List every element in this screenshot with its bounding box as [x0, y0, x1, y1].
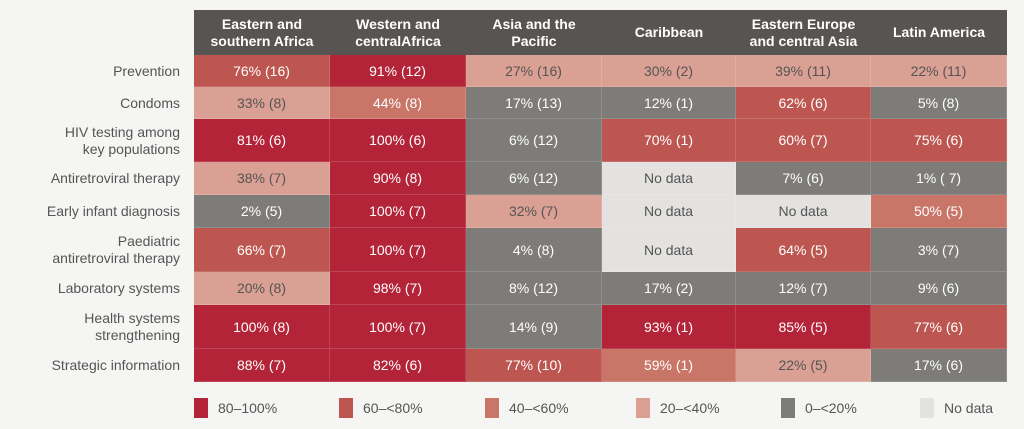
row-label-text: Health systems strengthening [84, 310, 180, 343]
heatmap-cell: 59% (1) [602, 349, 736, 382]
heatmap-cell: 33% (8) [194, 87, 330, 119]
heatmap-cell: 88% (7) [194, 349, 330, 382]
heatmap-cell: 5% (8) [871, 87, 1007, 119]
heatmap-cell: 70% (1) [602, 119, 736, 162]
heatmap-cell: 38% (7) [194, 162, 330, 195]
heatmap-cell: 50% (5) [871, 195, 1007, 228]
heatmap-cell: 100% (8) [194, 305, 330, 349]
legend-label: 60–<80% [363, 400, 423, 416]
heatmap-cell: 75% (6) [871, 119, 1007, 162]
legend-item: 20–<40% [636, 398, 720, 418]
heatmap-cell: 85% (5) [736, 305, 871, 349]
heatmap-cell: 60% (7) [736, 119, 871, 162]
heatmap-cell: 4% (8) [466, 228, 602, 272]
column-header: Asia and the Pacific [466, 10, 602, 55]
column-header: Latin America [871, 10, 1007, 55]
legend-item: 40–<60% [485, 398, 569, 418]
row-label-text: Prevention [113, 62, 180, 79]
row-label-text: Paediatric antiretroviral therapy [52, 233, 180, 266]
legend-label: 40–<60% [509, 400, 569, 416]
legend-swatch [636, 398, 650, 418]
heatmap-cell: 98% (7) [330, 272, 466, 305]
row-label-text: Antiretroviral therapy [50, 170, 180, 186]
heatmap-cell: 39% (11) [736, 55, 871, 87]
row-label: Paediatric antiretroviral therapy [0, 228, 180, 272]
row-label-text: Laboratory systems [57, 280, 180, 296]
legend-label: 20–<40% [660, 400, 720, 416]
legend-label: 0–<20% [805, 400, 857, 416]
heatmap-cell: 77% (6) [871, 305, 1007, 349]
column-header: Caribbean [602, 10, 736, 55]
column-header: Eastern and southern Africa [194, 10, 330, 55]
heatmap-cell: 12% (7) [736, 272, 871, 305]
heatmap-cell: 8% (12) [466, 272, 602, 305]
legend-item: 80–100% [194, 398, 277, 418]
row-label-text: Strategic information [51, 357, 180, 373]
heatmap-cell: 82% (6) [330, 349, 466, 382]
row-label: Condoms [0, 87, 180, 119]
heatmap-cell: 22% (11) [871, 55, 1007, 87]
heatmap-cell: 30% (2) [602, 55, 736, 87]
row-label-text: Condoms [120, 94, 180, 111]
row-label: Early infant diagnosis [0, 195, 180, 228]
heatmap-cell: 9% (6) [871, 272, 1007, 305]
legend-swatch [194, 398, 208, 418]
heatmap-cell: 17% (13) [466, 87, 602, 119]
heatmap-cell: 100% (7) [330, 195, 466, 228]
heatmap-cell: 100% (7) [330, 305, 466, 349]
heatmap-cell: 81% (6) [194, 119, 330, 162]
row-label: Strategic information [0, 349, 180, 382]
heatmap-cell: 2% (5) [194, 195, 330, 228]
heatmap-cell: 22% (5) [736, 349, 871, 382]
heatmap-cell: 27% (16) [466, 55, 602, 87]
row-label: HIV testing among key populations [0, 119, 180, 162]
heatmap-cell: 17% (6) [871, 349, 1007, 382]
row-label: Prevention [0, 55, 180, 87]
heatmap-cell: 7% (6) [736, 162, 871, 195]
heatmap-cell: 91% (12) [330, 55, 466, 87]
heatmap-cell: 17% (2) [602, 272, 736, 305]
heatmap-cell: 44% (8) [330, 87, 466, 119]
legend-label: 80–100% [218, 400, 278, 416]
heatmap-cell: 76% (16) [194, 55, 330, 87]
heatmap-cell: No data [602, 162, 736, 195]
heatmap-cell: 64% (5) [736, 228, 871, 272]
row-label-text: Early infant diagnosis [46, 203, 180, 219]
heatmap-cell: 6% (12) [466, 119, 602, 162]
legend-label: No data [944, 400, 994, 416]
column-header: Eastern Europe and central Asia [736, 10, 871, 55]
legend-item: 60–<80% [339, 398, 423, 418]
legend-swatch [339, 398, 353, 418]
heatmap-cell: 100% (6) [330, 119, 466, 162]
legend-item: 0–<20% [781, 398, 857, 418]
legend-item: No data [920, 398, 993, 418]
row-label: Health systems strengthening [0, 305, 180, 349]
column-header: Western and centralAfrica [330, 10, 466, 55]
heatmap-cell: No data [736, 195, 871, 228]
row-label: Laboratory systems [0, 272, 180, 305]
heatmap-cell: 1% ( 7) [871, 162, 1007, 195]
heatmap-cell: 12% (1) [602, 87, 736, 119]
heatmap-cell: 100% (7) [330, 228, 466, 272]
row-label: Antiretroviral therapy [0, 162, 180, 195]
heatmap-cell: 77% (10) [466, 349, 602, 382]
heatmap-cell: 20% (8) [194, 272, 330, 305]
legend-swatch [485, 398, 499, 418]
heatmap-cell: 3% (7) [871, 228, 1007, 272]
heatmap-cell: 66% (7) [194, 228, 330, 272]
heatmap-cell: 90% (8) [330, 162, 466, 195]
heatmap-cell: 14% (9) [466, 305, 602, 349]
heatmap-cell: No data [602, 195, 736, 228]
legend-swatch [781, 398, 795, 418]
heatmap-cell: No data [602, 228, 736, 272]
heatmap-cell: 62% (6) [736, 87, 871, 119]
row-label-text: HIV testing among key populations [64, 123, 180, 157]
heatmap-cell: 93% (1) [602, 305, 736, 349]
heatmap-cell: 32% (7) [466, 195, 602, 228]
legend-swatch [920, 398, 934, 418]
heatmap-cell: 6% (12) [466, 162, 602, 195]
